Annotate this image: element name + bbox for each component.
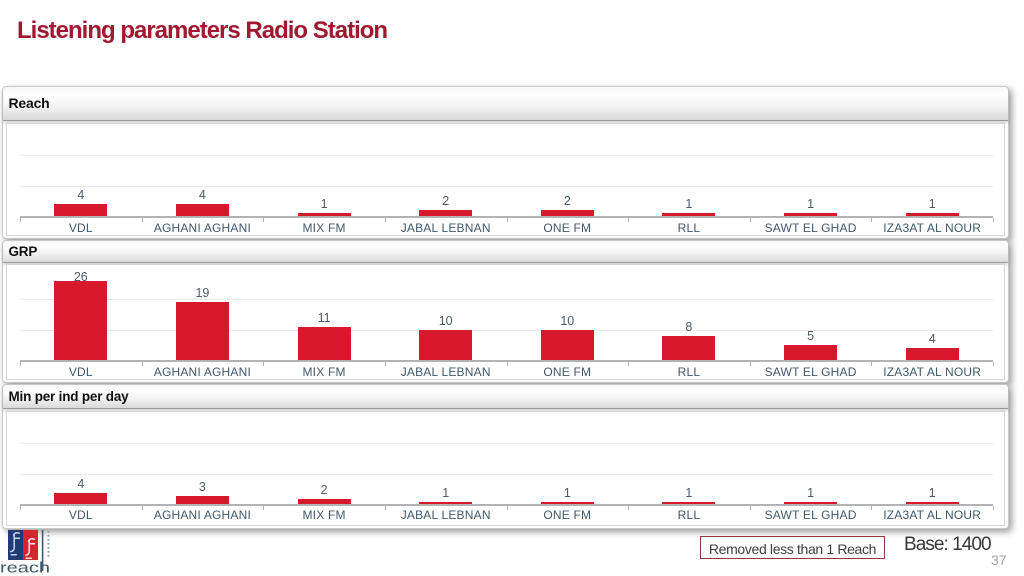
svg-text:reach: reach bbox=[0, 561, 50, 576]
